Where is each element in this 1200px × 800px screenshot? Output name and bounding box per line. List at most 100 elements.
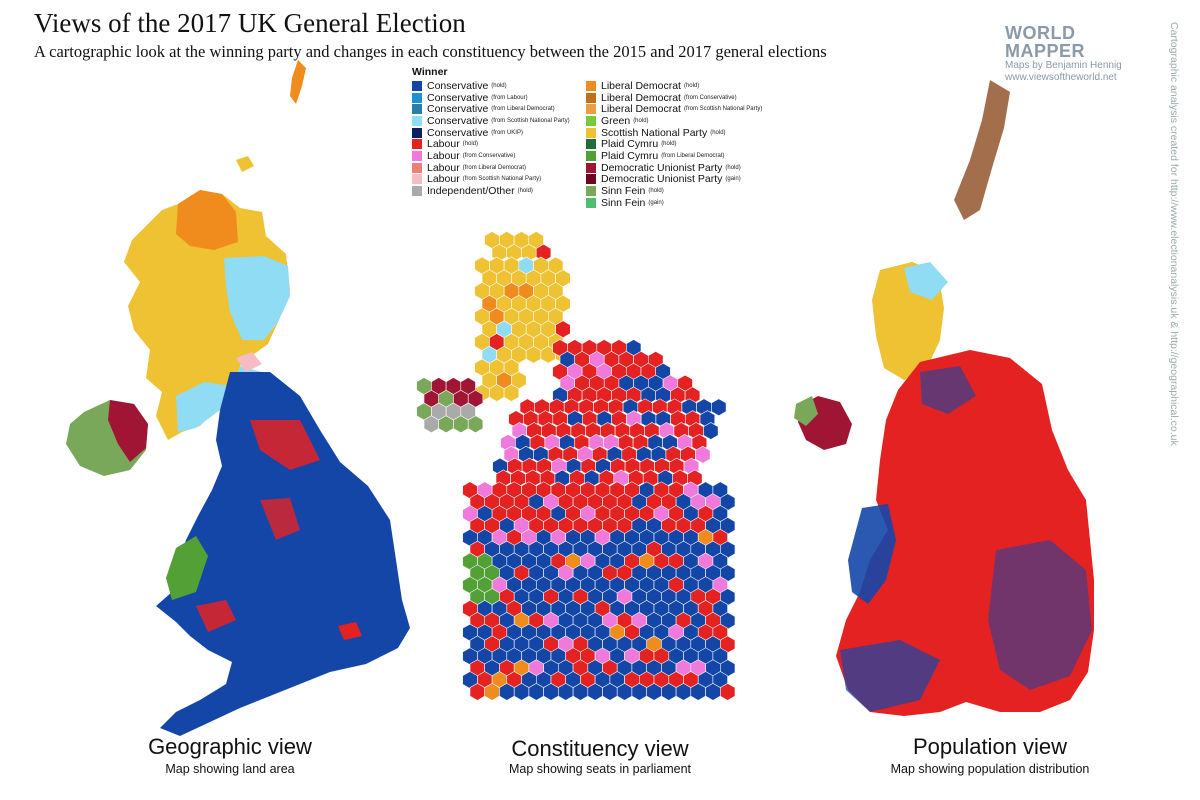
legend-party: Conservative: [427, 126, 489, 139]
geo-london-labour: [338, 622, 362, 640]
legend-qualifier: (from Liberal Democrat): [491, 106, 555, 113]
legend-party: Liberal Democrat: [601, 103, 681, 116]
legend-qualifier: (hold): [710, 129, 726, 136]
legend-swatch: [412, 174, 422, 185]
geo-north-labour: [250, 420, 320, 470]
legend-party: Green: [601, 114, 631, 127]
legend-qualifier: (hold): [462, 141, 479, 148]
page-title: Views of the 2017 UK General Election: [34, 8, 466, 38]
legend-swatch: [412, 92, 422, 103]
legend-swatch: [412, 127, 422, 138]
geo-orkney: [236, 156, 254, 172]
legend-swatch: [586, 127, 596, 138]
view-title-population: Population view: [912, 734, 1068, 759]
constituency-hex: [695, 445, 711, 464]
legend-swatch: [586, 139, 596, 150]
pop-scotland-east: [904, 262, 948, 300]
legend-item: Liberal Democrat (from Conservative): [586, 92, 762, 104]
legend-swatch: [586, 92, 596, 103]
legend-party: Plaid Cymru: [601, 138, 659, 151]
legend-qualifier: (from UKIP): [491, 129, 523, 136]
legend-swatch: [586, 80, 596, 91]
brand-logo-line2: MAPPER: [1005, 41, 1086, 61]
legend-item: Democratic Unionist Party (hold): [586, 162, 762, 174]
constituency-hex: [467, 415, 484, 434]
legend-party: Scottish National Party: [601, 126, 708, 139]
legend-item: Sinn Fein (hold): [586, 185, 762, 197]
geo-scotland-east: [224, 256, 290, 340]
legend-qualifier: (from Scottish National Party): [683, 106, 763, 113]
legend-swatch: [412, 115, 422, 126]
legend-party: Sinn Fein: [601, 185, 646, 198]
legend-swatch: [586, 186, 596, 197]
legend-item: Conservative (from Scottish National Part…: [412, 115, 570, 127]
geo-scotland-pink: [236, 352, 262, 372]
pop-southwest-blue: [840, 640, 940, 712]
view-title-geographic: Geographic view: [148, 734, 312, 759]
legend-qualifier: (gain): [648, 199, 664, 206]
geo-scotland: [124, 190, 290, 440]
legend-qualifier: (from Liberal Democrat): [661, 152, 725, 159]
legend-swatch: [586, 150, 596, 161]
legend-party: Conservative: [427, 114, 489, 127]
legend-qualifier: (from Conservative): [462, 152, 516, 159]
legend-swatch: [412, 104, 422, 115]
legend-item: Conservative (from Labour): [412, 92, 570, 104]
legend-qualifier: (hold): [683, 82, 700, 89]
legend-swatch: [586, 197, 596, 208]
geo-scotland-north: [176, 190, 238, 250]
legend-party: Labour: [427, 173, 460, 186]
legend-qualifier: (from Scottish National Party): [462, 176, 542, 183]
pop-southeast-blue: [988, 540, 1092, 690]
legend-item: Labour (from Conservative): [412, 150, 570, 162]
legend-party: Conservative: [427, 91, 489, 104]
geo-wales-pc: [166, 536, 208, 600]
constituency-hex: [535, 243, 552, 262]
legend: Winner Conservative (hold) Conservative (fr…: [412, 66, 792, 209]
legend-qualifier: (gain): [725, 176, 741, 183]
legend-qualifier: (from Labour): [491, 94, 528, 101]
legend-swatch: [412, 150, 422, 161]
legend-party: Plaid Cymru: [601, 149, 659, 162]
legend-item: Sinn Fein (gain): [586, 197, 762, 209]
constituency-hex: [503, 384, 520, 402]
legend-party: Democratic Unionist Party: [601, 173, 723, 186]
legend-swatch: [586, 104, 596, 115]
legend-party: Labour: [427, 138, 460, 151]
legend-item: Scottish National Party (hold): [586, 127, 762, 139]
legend-item: Conservative (from UKIP): [412, 127, 570, 139]
legend-party: Independent/Other: [427, 185, 515, 198]
geo-wales-south-labour: [196, 600, 236, 632]
legend-party: Sinn Fein: [601, 196, 646, 209]
pop-wales: [848, 504, 896, 604]
legend-party: Labour: [427, 149, 460, 162]
legend-swatch: [412, 80, 422, 91]
legend-heading: Winner: [412, 66, 448, 78]
pop-north-blue: [920, 366, 976, 414]
legend-qualifier: (hold): [661, 141, 677, 148]
legend-item: Conservative (from Liberal Democrat): [412, 103, 570, 115]
legend-qualifier: (hold): [491, 82, 507, 89]
legend-item: Green (hold): [586, 115, 762, 127]
legend-qualifier: (from Scottish National Party): [491, 117, 570, 124]
view-title-constituency: Constituency view: [511, 736, 689, 761]
geographic-map: [66, 60, 410, 736]
legend-swatch: [412, 186, 422, 197]
view-subtitle-geographic: Map showing land area: [165, 762, 295, 776]
brand-url: www.viewsoftheworld.net: [1005, 72, 1117, 83]
legend-swatch: [412, 139, 422, 150]
pop-ni-green: [794, 396, 818, 426]
legend-item: Independent/Other (hold): [412, 185, 570, 197]
legend-party: Conservative: [427, 79, 489, 92]
geo-england-wales: [156, 372, 410, 736]
page-subtitle: A cartographic look at the winning party…: [34, 42, 827, 61]
legend-item: Labour (from Scottish National Party): [412, 173, 570, 186]
geo-midlands-labour: [260, 498, 300, 540]
constituency-hex: [703, 422, 719, 440]
legend-swatch: [586, 115, 596, 126]
geo-ni-dup: [108, 400, 148, 462]
legend-item: Conservative (hold): [412, 80, 570, 92]
legend-column-left: Conservative (hold) Conservative (from Labo…: [412, 80, 570, 197]
legend-item: Liberal Democrat (from Scottish National …: [586, 103, 762, 115]
